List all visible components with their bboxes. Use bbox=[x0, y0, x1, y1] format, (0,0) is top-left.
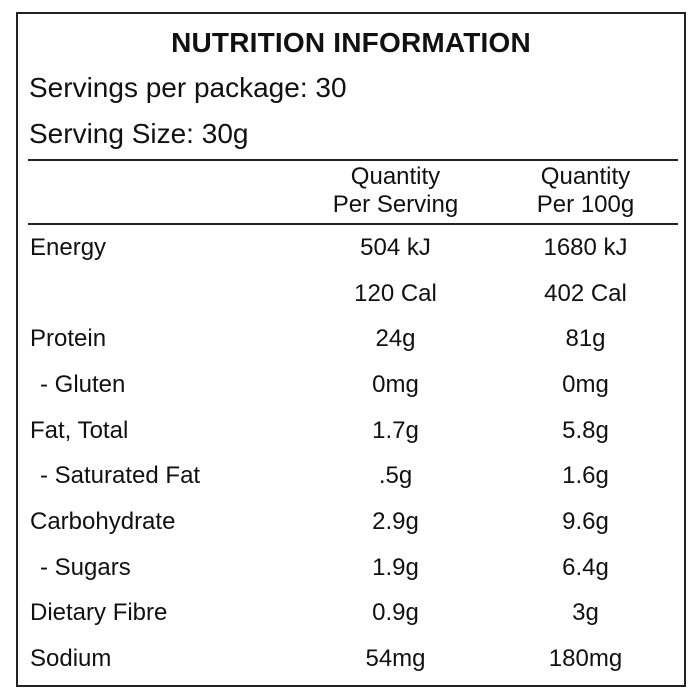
per-100g-value: 3g bbox=[572, 599, 599, 626]
per-serving-value: 1.9g bbox=[372, 554, 419, 581]
nutrient-name: Sodium bbox=[30, 645, 112, 672]
nutrient-name: - Gluten bbox=[40, 371, 126, 398]
per-100g-value: 9.6g bbox=[562, 508, 609, 535]
nutrient-name: Energy bbox=[30, 234, 107, 261]
per-serving-value: 2.9g bbox=[372, 508, 419, 535]
per-serving-value: .5g bbox=[378, 462, 413, 489]
nutrient-name: Fat, Total bbox=[30, 417, 129, 444]
serving-size: Serving Size: 30g bbox=[29, 118, 249, 149]
table-row: 120 Cal 402 Cal bbox=[18, 280, 684, 320]
column-header-per-100g: Quantity Per 100g bbox=[498, 163, 673, 219]
per-serving-value: 0.9g bbox=[372, 599, 419, 626]
servings-per-package: Servings per package: 30 bbox=[29, 72, 347, 103]
column-header-per-serving: Quantity Per Serving bbox=[308, 163, 483, 219]
per-serving-value: 120 Cal bbox=[354, 280, 437, 307]
nutrient-name: - Saturated Fat bbox=[40, 462, 201, 489]
column-divider bbox=[28, 223, 678, 225]
per-100g-value: 402 Cal bbox=[544, 280, 627, 307]
per-serving-value: 504 kJ bbox=[360, 234, 431, 261]
table-row: Protein 24g 81g bbox=[18, 325, 684, 365]
per-serving-value: 54mg bbox=[365, 645, 426, 672]
per-100g-value: 6.4g bbox=[562, 554, 609, 581]
per-serving-value: 24g bbox=[375, 325, 416, 352]
table-row: Dietary Fibre 0.9g 3g bbox=[18, 599, 684, 639]
per-100g-value: 81g bbox=[565, 325, 606, 352]
table-row: Sodium 54mg 180mg bbox=[18, 645, 684, 685]
per-100g-value: 5.8g bbox=[562, 417, 609, 444]
column-header-line: Per Serving bbox=[332, 191, 459, 218]
nutrient-name: Protein bbox=[30, 325, 107, 352]
table-row: - Gluten 0mg 0mg bbox=[18, 371, 684, 411]
table-row: Carbohydrate 2.9g 9.6g bbox=[18, 508, 684, 548]
per-100g-value: 0mg bbox=[562, 371, 609, 398]
header-divider bbox=[28, 159, 678, 161]
panel-title: NUTRITION INFORMATION bbox=[171, 27, 531, 58]
column-header-line: Per 100g bbox=[536, 191, 635, 218]
table-row: - Sugars 1.9g 6.4g bbox=[18, 554, 684, 594]
nutrient-name: Dietary Fibre bbox=[30, 599, 168, 626]
table-row: Energy 504 kJ 1680 kJ bbox=[18, 234, 684, 274]
nutrient-name: Carbohydrate bbox=[30, 508, 176, 535]
column-header-line: Quantity bbox=[540, 163, 631, 190]
table-row: - Saturated Fat .5g 1.6g bbox=[18, 462, 684, 502]
nutrient-name: - Sugars bbox=[40, 554, 131, 581]
per-100g-value: 1.6g bbox=[562, 462, 609, 489]
column-header-line: Quantity bbox=[350, 163, 441, 190]
per-serving-value: 1.7g bbox=[372, 417, 419, 444]
per-100g-value: 1680 kJ bbox=[543, 234, 628, 261]
table-row: Fat, Total 1.7g 5.8g bbox=[18, 417, 684, 457]
per-100g-value: 180mg bbox=[548, 645, 623, 672]
per-serving-value: 0mg bbox=[372, 371, 419, 398]
nutrition-panel: NUTRITION INFORMATION Servings per packa… bbox=[16, 12, 686, 687]
